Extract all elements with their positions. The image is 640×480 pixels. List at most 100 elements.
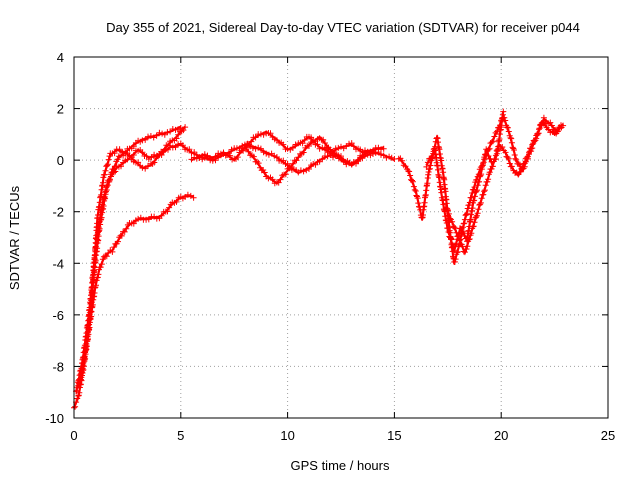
data-point-marker <box>196 154 203 161</box>
data-point-marker <box>461 216 468 223</box>
data-point-marker <box>538 122 545 129</box>
data-point-marker <box>119 149 126 156</box>
data-point-marker <box>493 128 500 135</box>
data-point-marker <box>81 357 88 363</box>
data-point-marker <box>118 163 124 170</box>
data-point-marker <box>257 145 264 152</box>
data-point-marker <box>98 191 105 198</box>
data-point-marker <box>77 375 83 382</box>
data-point-marker <box>193 155 200 162</box>
data-point-marker <box>415 200 422 207</box>
data-point-marker <box>173 135 180 142</box>
data-point-marker <box>445 229 452 235</box>
data-point-marker <box>110 244 117 251</box>
data-point-marker <box>97 264 104 271</box>
data-point-marker <box>292 141 299 148</box>
data-point-marker <box>407 172 414 179</box>
data-point-marker <box>560 122 567 129</box>
data-point-marker <box>409 178 416 185</box>
data-point-marker <box>448 235 454 242</box>
data-point-marker <box>165 142 171 149</box>
data-point-marker <box>364 148 371 155</box>
data-point-marker <box>452 225 459 232</box>
data-point-marker <box>173 198 180 205</box>
data-point-marker <box>444 225 451 232</box>
data-point-marker <box>104 182 111 189</box>
data-point-marker <box>255 160 262 167</box>
data-point-marker <box>240 147 247 154</box>
data-point-marker <box>142 165 149 172</box>
data-point-marker <box>505 128 512 135</box>
axis-ticks: 0 5 10 15 20 25 -10 -8 -6 -4 -2 0 2 4 <box>45 50 615 443</box>
data-point-marker <box>380 145 387 152</box>
data-series <box>75 124 189 389</box>
data-point-marker <box>226 152 233 159</box>
data-point-marker <box>261 169 268 176</box>
data-point-marker <box>481 187 488 194</box>
data-point-marker <box>260 149 267 156</box>
y-tick-label: -4 <box>52 256 64 271</box>
data-point-marker <box>454 248 461 255</box>
data-point-marker <box>102 167 109 174</box>
data-point-marker <box>228 146 235 153</box>
data-point-marker <box>502 149 509 156</box>
data-point-marker <box>535 130 542 137</box>
data-point-marker <box>156 129 163 136</box>
data-point-marker <box>513 156 520 163</box>
data-point-marker <box>212 153 219 160</box>
data-point-marker <box>427 162 434 169</box>
data-point-marker <box>121 228 128 235</box>
data-point-marker <box>414 195 421 202</box>
data-point-marker <box>78 368 85 375</box>
data-point-marker <box>327 146 334 153</box>
data-point-marker <box>233 145 240 152</box>
data-point-marker <box>263 150 270 157</box>
data-point-marker <box>443 220 450 226</box>
data-point-marker <box>526 149 532 156</box>
data-point-marker <box>386 153 393 160</box>
data-point-marker <box>489 163 496 170</box>
data-point-marker <box>540 114 547 121</box>
data-point-marker <box>245 148 252 155</box>
data-point-marker <box>135 159 142 166</box>
data-point-marker <box>480 162 486 168</box>
data-point-marker <box>100 203 107 209</box>
data-point-marker <box>126 152 133 159</box>
data-point-marker <box>476 178 483 185</box>
data-point-marker <box>282 171 289 178</box>
data-point-marker <box>179 142 186 149</box>
data-point-marker <box>190 194 197 201</box>
data-point-marker <box>284 160 291 167</box>
data-point-marker <box>99 256 106 263</box>
data-point-marker <box>108 169 115 176</box>
data-point-marker <box>107 176 113 183</box>
data-point-marker <box>93 282 99 289</box>
data-point-marker <box>104 161 111 168</box>
y-tick-label: 4 <box>57 50 64 65</box>
data-point-marker <box>453 229 460 236</box>
data-point-marker <box>500 108 507 115</box>
data-point-marker <box>314 141 321 148</box>
data-point-marker <box>303 167 310 174</box>
data-point-marker <box>271 152 278 159</box>
data-point-marker <box>243 144 250 151</box>
data-point-marker <box>491 133 498 140</box>
data-point-marker <box>425 169 432 175</box>
data-point-marker <box>523 154 530 161</box>
data-point-marker <box>488 139 495 146</box>
data-point-marker <box>548 122 555 129</box>
data-point-marker <box>445 210 452 217</box>
data-point-marker <box>451 258 458 265</box>
data-point-marker <box>110 166 117 172</box>
data-point-marker <box>106 178 113 185</box>
data-point-marker <box>529 141 536 148</box>
data-point-marker <box>471 193 478 200</box>
data-point-marker <box>464 243 471 250</box>
data-point-marker <box>182 124 189 131</box>
data-point-marker <box>508 163 515 170</box>
data-point-marker <box>164 129 171 136</box>
data-point-marker <box>446 215 453 222</box>
data-point-marker <box>460 228 467 235</box>
data-point-marker <box>217 150 224 157</box>
